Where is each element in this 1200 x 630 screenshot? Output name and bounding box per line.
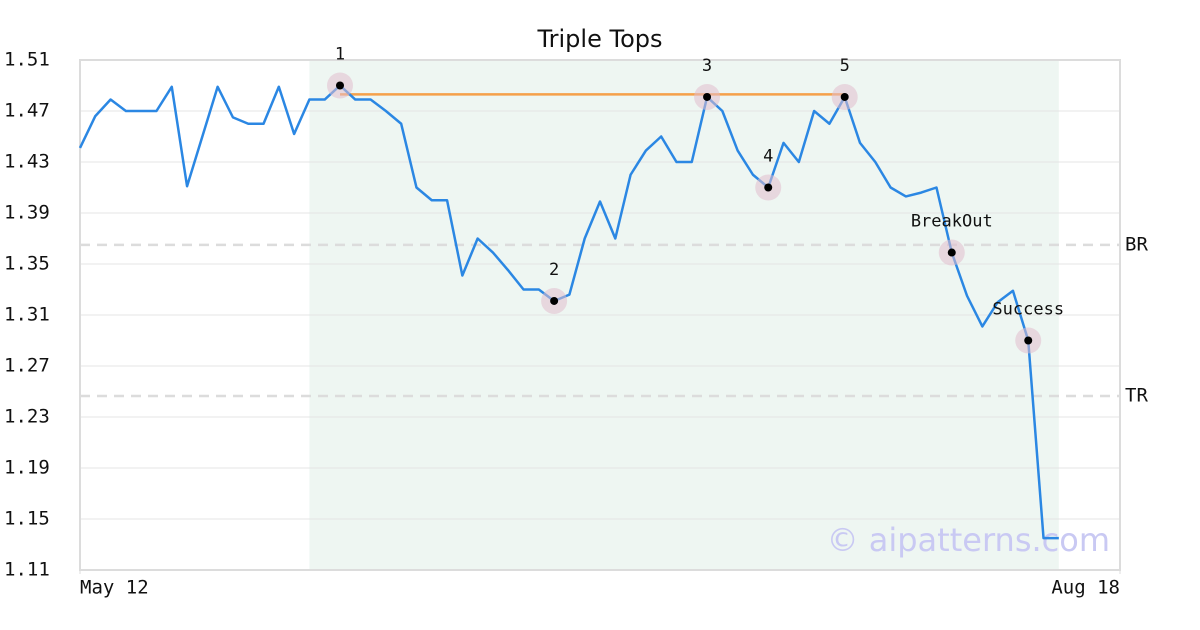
y-tick-label: 1.35	[4, 253, 50, 275]
annotation-label: 2	[549, 260, 559, 280]
annotation-label: Success	[992, 300, 1064, 320]
x-tick-label: Aug 18	[1051, 577, 1120, 599]
y-tick-label: 1.11	[4, 559, 50, 581]
annotation-label: 4	[763, 147, 773, 167]
reference-label: TR	[1125, 384, 1148, 406]
annotation-label: BreakOut	[911, 212, 993, 232]
watermark: © aipatterns.com	[827, 521, 1110, 559]
reference-label: BR	[1125, 233, 1148, 255]
y-tick-label: 1.23	[4, 406, 50, 428]
chart-title: Triple Tops	[537, 25, 663, 53]
price-line	[78, 84, 1059, 540]
annotation-dot	[840, 92, 849, 101]
y-tick-label: 1.15	[4, 508, 50, 530]
y-tick-label: 1.43	[4, 151, 50, 173]
y-tick-label: 1.51	[4, 49, 50, 71]
y-tick-label: 1.19	[4, 457, 50, 479]
plot-frame	[79, 59, 1121, 571]
annotation-label: 3	[702, 56, 712, 76]
annotation-dot	[550, 296, 559, 305]
annotation-dot	[336, 81, 344, 90]
y-tick-label: 1.39	[4, 202, 50, 224]
annotation-label: 5	[840, 56, 850, 76]
y-tick-label: 1.47	[4, 100, 50, 122]
annotation-dot	[947, 248, 956, 257]
y-tick-label: 1.31	[4, 304, 50, 326]
annotation-label: 1	[335, 45, 345, 65]
annotation-dot	[703, 92, 712, 101]
annotation-dot	[764, 183, 773, 192]
x-tick-label: May 12	[80, 577, 149, 599]
y-tick-label: 1.27	[4, 355, 50, 377]
annotation-dot	[1024, 336, 1033, 345]
